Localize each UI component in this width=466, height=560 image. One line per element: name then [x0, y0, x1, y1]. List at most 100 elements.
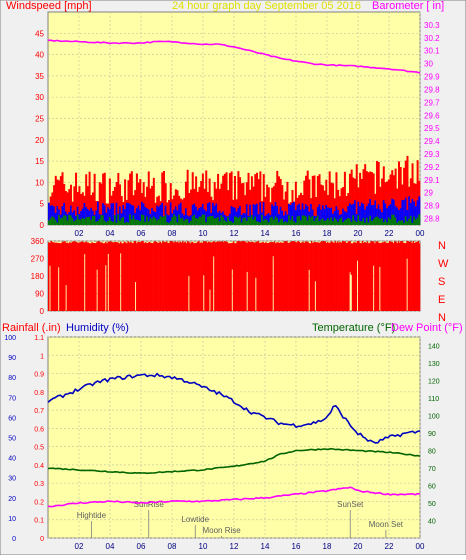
wind-gust-bar: [93, 173, 96, 225]
wind-time-tick: 18: [323, 229, 332, 238]
humidity-time-tick: 02: [75, 542, 84, 551]
wind-low-bar: [350, 221, 353, 225]
wind-avg-bar: [406, 210, 409, 225]
direction-bar: [185, 243, 188, 311]
direction-bar: [346, 242, 349, 311]
rain-ticks: 0 0.1 0.2 0.3 0.4 0.5 0.6 0.7 0.8 0.9 1 1.1: [34, 335, 44, 543]
direction-bar: [350, 243, 353, 275]
wind-gust-bar: [391, 170, 394, 225]
wind-low-bar: [59, 218, 62, 225]
wind-low-bar: [294, 222, 297, 225]
wind-low-bar: [54, 219, 57, 225]
wind-avg-bar: [374, 200, 377, 225]
wind-low-bar: [240, 222, 243, 225]
direction-bar: [113, 242, 116, 311]
direction-bar: [102, 243, 105, 311]
wind-gust-bar: [365, 171, 368, 225]
wind-gust-bar: [237, 171, 240, 225]
wind-low-bar: [318, 221, 321, 225]
direction-bar: [345, 242, 348, 311]
wind-gust-bar: [139, 178, 142, 225]
wind-speed-tick: 10: [35, 178, 44, 187]
wind-gust-bar: [113, 187, 116, 225]
wind-speed-tick: 20: [35, 136, 44, 145]
direction-bar: [303, 242, 305, 311]
wind-low-bar: [277, 222, 280, 225]
direction-bar: [160, 243, 163, 311]
wind-low-bar: [404, 216, 407, 225]
wind-avg-bar: [110, 203, 113, 225]
wind-barometer-panel: 0 5 10 15 20 25 30 35 40 45 28.8 28.9 29 29.1 29.2 29.…: [6, 0, 444, 238]
wind-low-bar: [418, 214, 421, 225]
wind-low-bar: [113, 215, 116, 225]
wind-gust-bar: [332, 183, 335, 225]
direction-bar: [200, 242, 203, 311]
wind-low-bar: [85, 217, 88, 225]
direction-bar: [70, 242, 72, 311]
direction-bar: [196, 241, 199, 311]
wind-gust-bar: [162, 171, 165, 225]
direction-bar: [410, 241, 412, 311]
wind-low-bar: [389, 219, 392, 225]
wind-low-bar: [333, 217, 336, 225]
direction-bar: [116, 242, 118, 311]
rain-tick: 1: [40, 353, 44, 360]
humidity-time-tick: 22: [385, 542, 394, 551]
direction-bar: [387, 242, 390, 311]
wind-low-bar: [325, 220, 328, 225]
direction-bar: [292, 241, 294, 311]
wind-gust-bar: [279, 178, 282, 225]
wind-gust-bar: [171, 199, 174, 225]
compass-label: E: [438, 294, 445, 306]
wind-avg-bar: [103, 205, 106, 225]
wind-low-bar: [137, 220, 140, 225]
direction-bar: [282, 242, 284, 311]
direction-bar: [56, 242, 59, 311]
wind-low-bar: [387, 217, 390, 225]
wind-avg-bar: [276, 205, 279, 225]
wind-avg-bar: [352, 203, 355, 225]
direction-bar: [131, 242, 133, 311]
wind-low-bar: [68, 214, 71, 225]
wind-avg-bar: [125, 202, 128, 225]
wind-gust-bar: [389, 174, 392, 225]
direction-bar: [132, 243, 134, 311]
wind-avg-bar: [48, 202, 50, 225]
humidity-tick: 0: [12, 536, 16, 543]
wind-low-bar: [152, 216, 155, 225]
direction-bar: [100, 242, 102, 311]
wind-gust-bar: [330, 182, 333, 225]
wind-avg-bar: [357, 201, 360, 225]
wind-low-bar: [360, 221, 363, 225]
direction-bar: [310, 241, 313, 311]
wind-avg-bar: [213, 205, 216, 225]
barometer-tick: 29.7: [424, 98, 440, 107]
wind-low-bar: [115, 222, 118, 225]
wind-low-bar: [379, 219, 382, 225]
barometer-tick: 29.3: [424, 150, 440, 159]
wind-low-bar: [291, 216, 294, 225]
humidity-tick: 80: [8, 375, 16, 382]
wind-low-bar: [310, 217, 313, 225]
wind-avg-bar: [335, 206, 338, 225]
wind-gust-bar: [168, 200, 171, 225]
wind-low-bar: [372, 219, 375, 225]
wind-low-bar: [376, 216, 379, 225]
wind-low-bar: [212, 216, 215, 225]
direction-bar: [333, 243, 335, 311]
wind-gust-bar: [186, 169, 189, 225]
direction-bar: [76, 242, 79, 311]
wind-low-bar: [338, 218, 341, 225]
wind-gust-bar: [103, 172, 106, 225]
wind-gust-bar: [240, 183, 243, 225]
wind-low-bar: [332, 221, 335, 225]
direction-bar: [243, 241, 246, 311]
humidity-time-tick: 00: [416, 542, 425, 551]
direction-bar: [242, 241, 245, 311]
wind-low-bar: [352, 215, 355, 225]
temperature-tick: 130: [428, 361, 440, 368]
wind-low-bar: [289, 220, 292, 225]
wind-gust-bar: [80, 194, 83, 225]
direction-bar: [129, 241, 132, 311]
direction-bar: [258, 242, 261, 311]
